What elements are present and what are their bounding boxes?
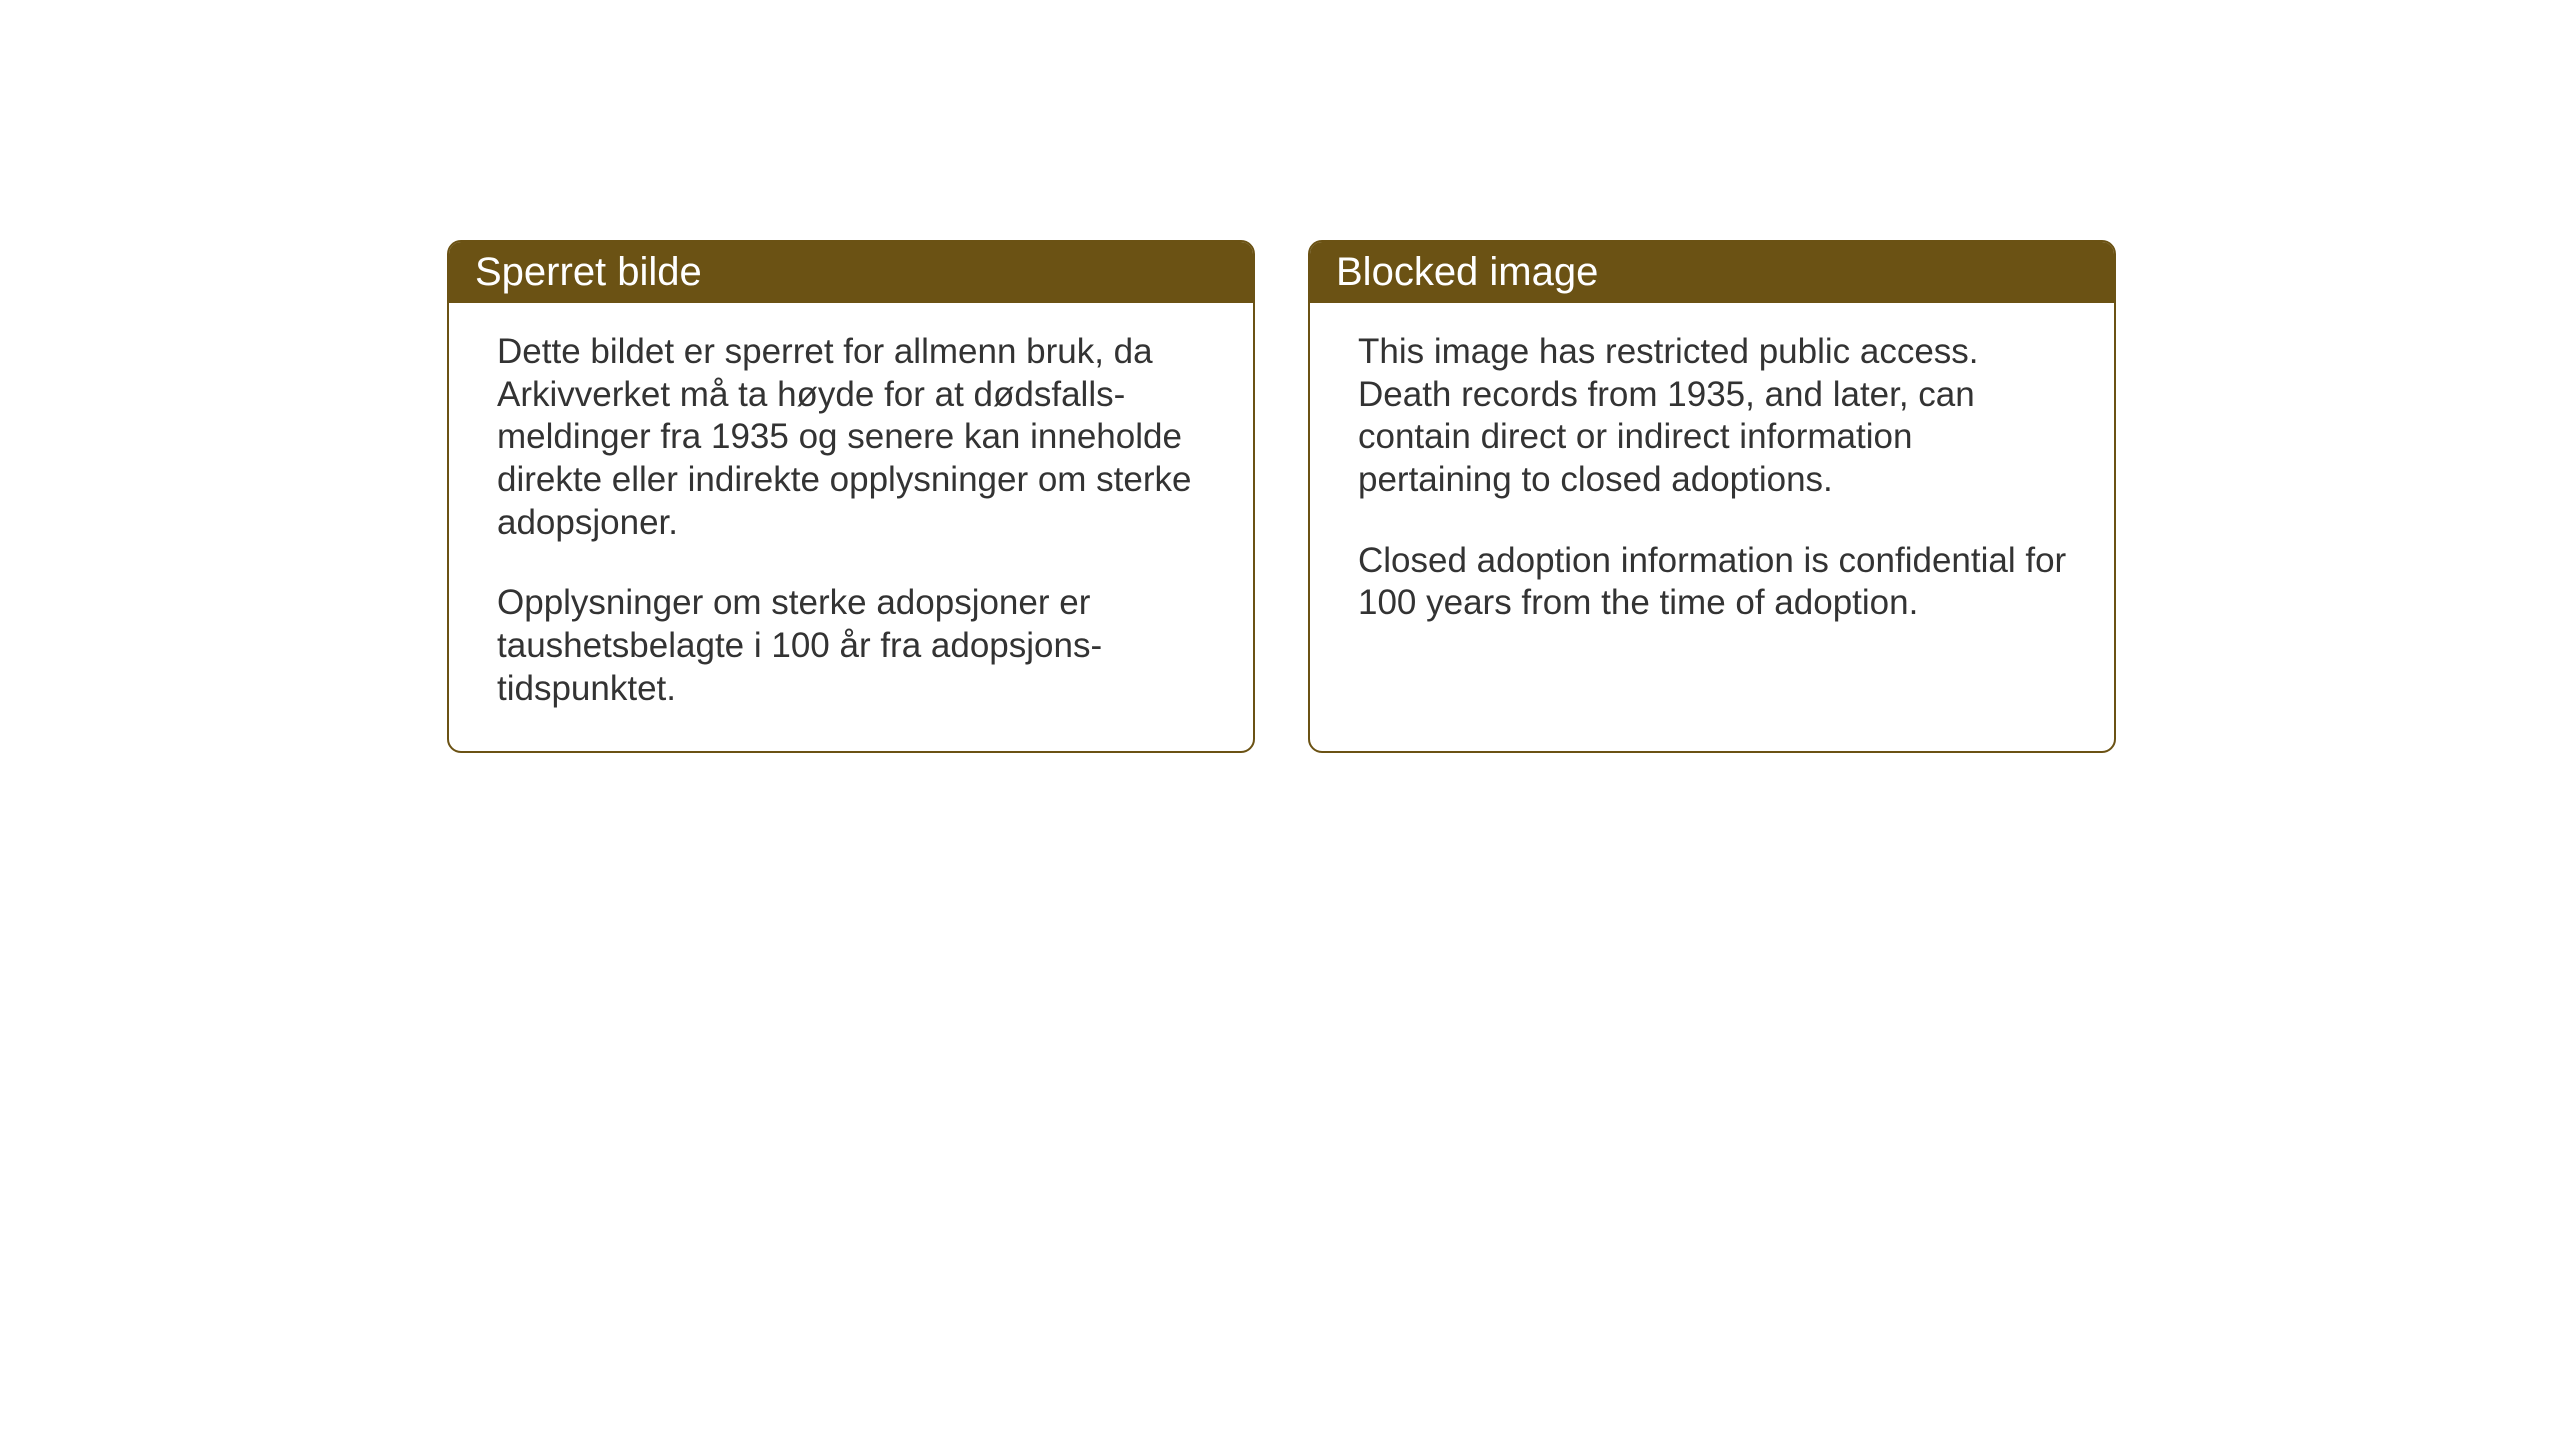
english-paragraph-2: Closed adoption information is confident… — [1358, 540, 2072, 625]
cards-container: Sperret bilde Dette bildet er sperret fo… — [447, 240, 2116, 753]
norwegian-card: Sperret bilde Dette bildet er sperret fo… — [447, 240, 1255, 753]
norwegian-paragraph-1: Dette bildet er sperret for allmenn bruk… — [497, 331, 1211, 544]
english-card-body: This image has restricted public access.… — [1310, 303, 2114, 665]
norwegian-card-body: Dette bildet er sperret for allmenn bruk… — [449, 303, 1253, 751]
norwegian-paragraph-2: Opplysninger om sterke adopsjoner er tau… — [497, 582, 1211, 710]
norwegian-card-header: Sperret bilde — [449, 242, 1253, 303]
norwegian-card-title: Sperret bilde — [475, 250, 702, 294]
english-paragraph-1: This image has restricted public access.… — [1358, 331, 2072, 502]
english-card: Blocked image This image has restricted … — [1308, 240, 2116, 753]
english-card-header: Blocked image — [1310, 242, 2114, 303]
english-card-title: Blocked image — [1336, 250, 1598, 294]
